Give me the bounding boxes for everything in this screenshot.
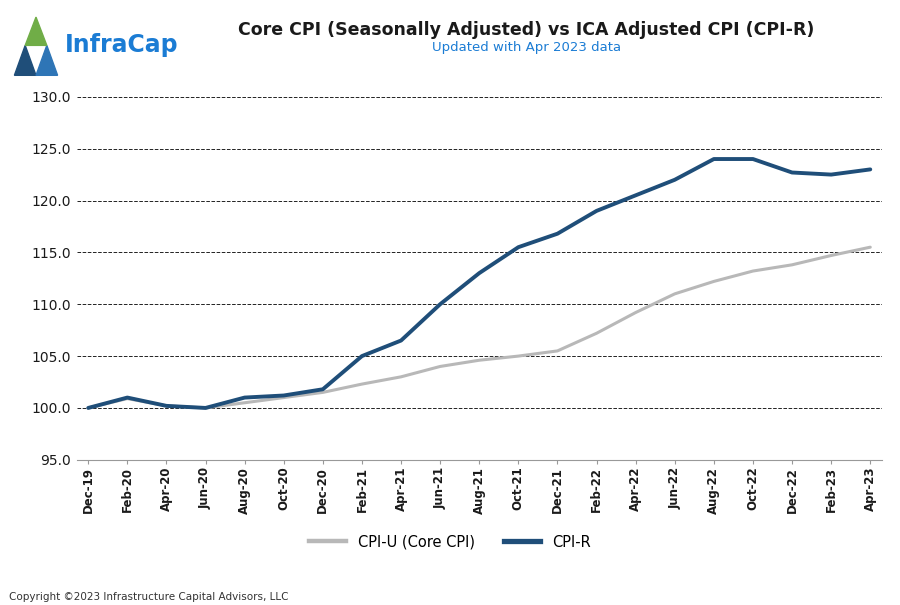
Polygon shape — [14, 45, 36, 76]
Polygon shape — [36, 45, 58, 76]
Text: Updated with Apr 2023 data: Updated with Apr 2023 data — [432, 41, 621, 54]
Text: Core CPI (Seasonally Adjusted) vs ICA Adjusted CPI (CPI-R): Core CPI (Seasonally Adjusted) vs ICA Ad… — [238, 21, 814, 39]
Legend: CPI-U (Core CPI), CPI-R: CPI-U (Core CPI), CPI-R — [303, 529, 597, 555]
Polygon shape — [25, 17, 47, 45]
Text: Copyright ©2023 Infrastructure Capital Advisors, LLC: Copyright ©2023 Infrastructure Capital A… — [9, 592, 289, 602]
Text: InfraCap: InfraCap — [65, 33, 178, 57]
